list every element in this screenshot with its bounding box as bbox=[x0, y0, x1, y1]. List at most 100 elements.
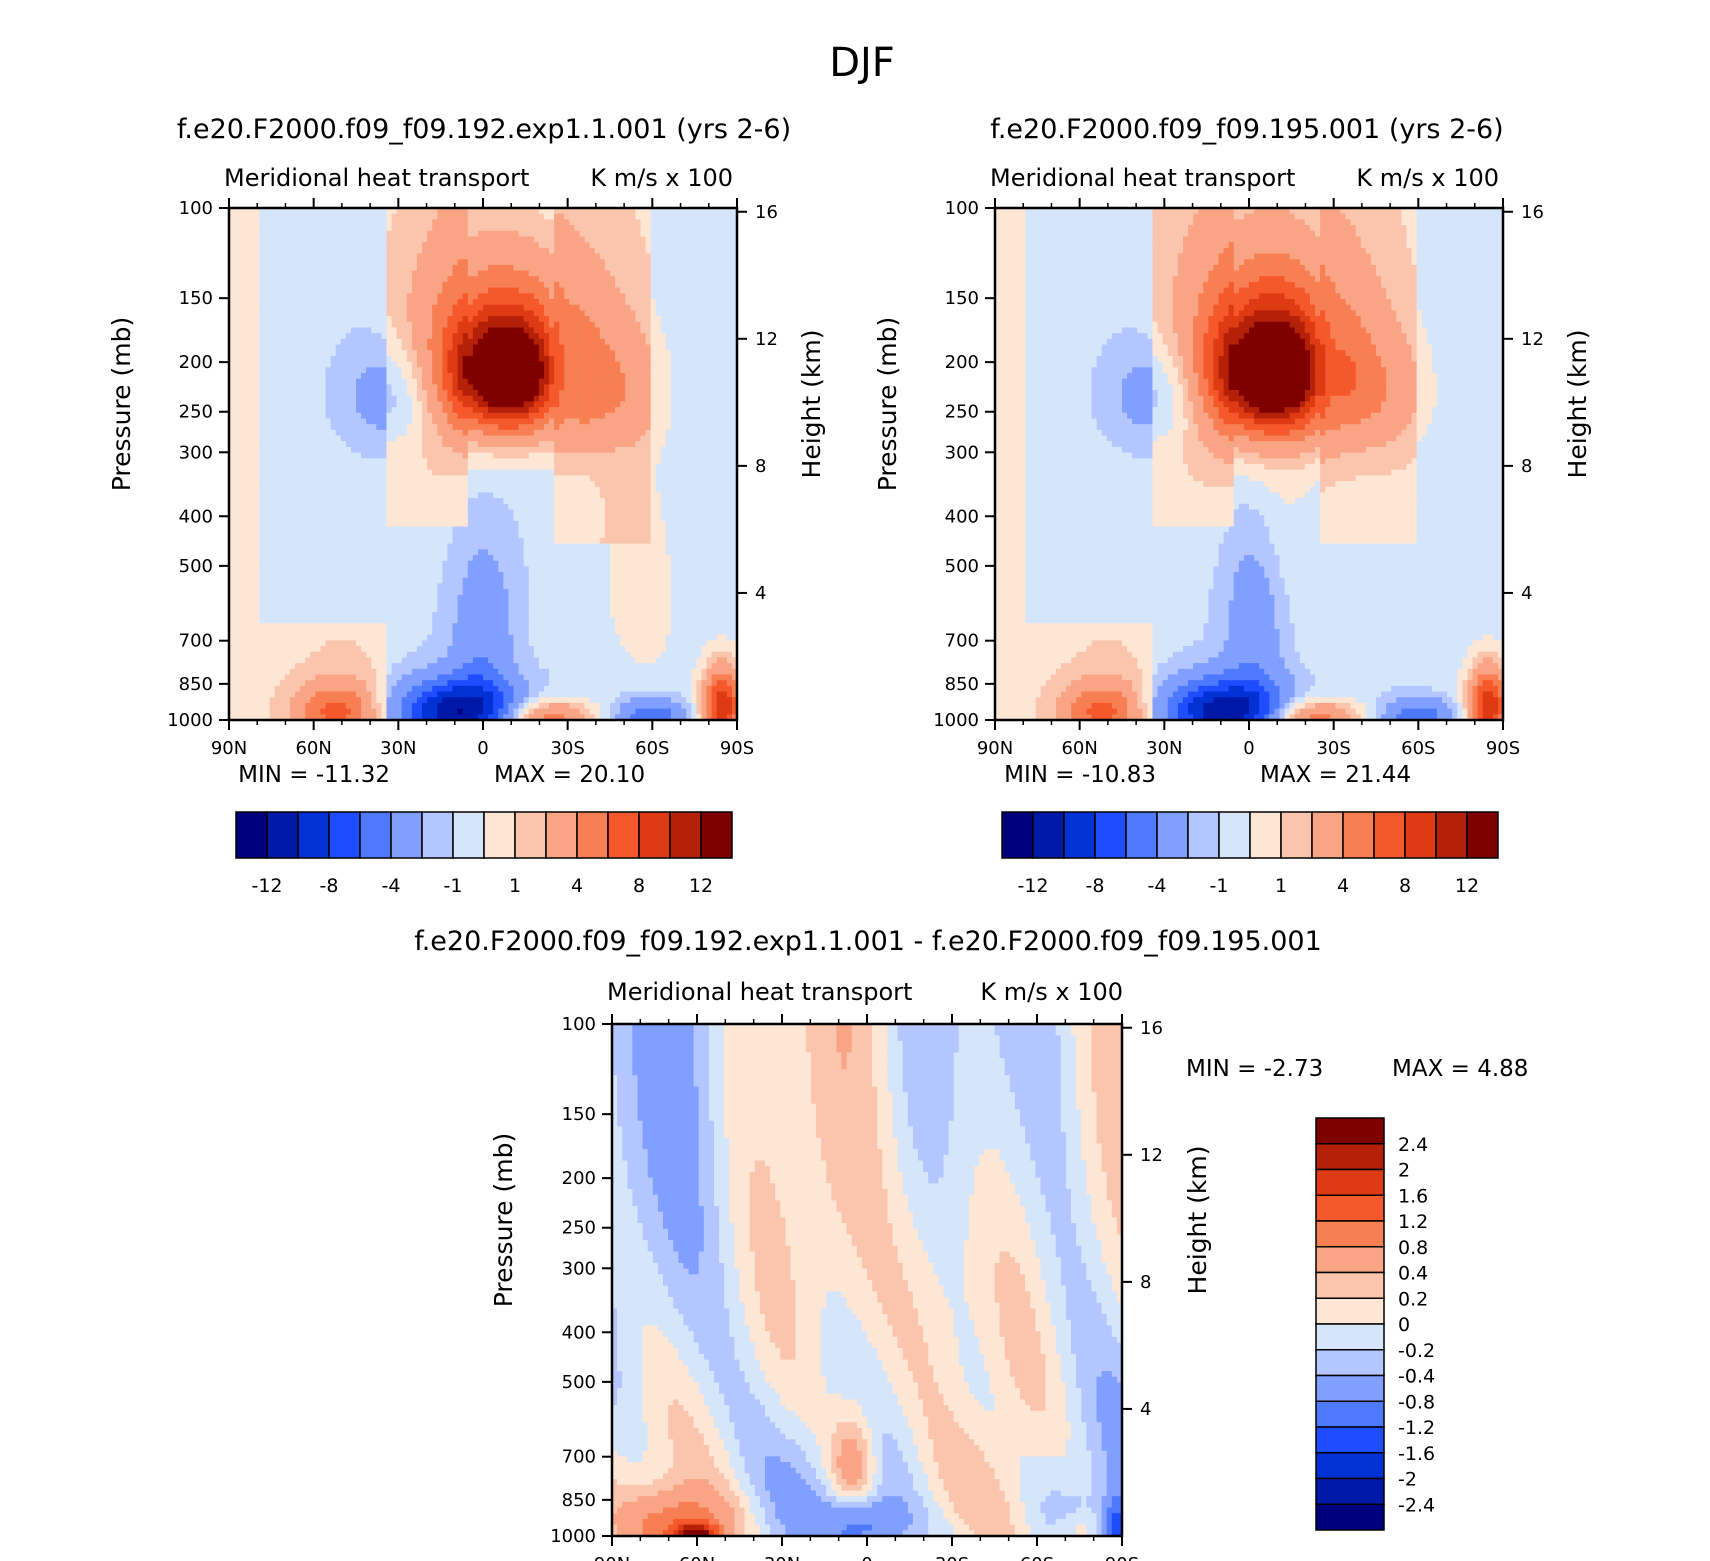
contour-cell bbox=[462, 253, 469, 260]
contour-cell bbox=[640, 441, 647, 448]
contour-cell bbox=[249, 293, 255, 300]
contour-cell bbox=[610, 355, 616, 363]
contour-cell bbox=[244, 424, 250, 431]
contour-cell bbox=[650, 355, 657, 363]
contour-cell bbox=[696, 236, 703, 243]
contour-cell bbox=[457, 395, 464, 403]
contour-cell bbox=[523, 407, 530, 414]
contour-cell bbox=[249, 281, 255, 289]
contour-cell bbox=[310, 287, 316, 294]
contour-cell bbox=[625, 372, 631, 380]
contour-cell bbox=[269, 276, 276, 283]
contour-cell bbox=[676, 259, 682, 266]
contour-cell bbox=[554, 446, 560, 454]
contour-cell bbox=[244, 367, 250, 374]
contour-cell bbox=[579, 469, 586, 476]
contour-cell bbox=[604, 333, 611, 340]
contour-cell bbox=[366, 259, 372, 266]
contour-cell bbox=[660, 316, 667, 323]
contour-cell bbox=[503, 327, 509, 334]
contour-cell bbox=[538, 287, 545, 294]
contour-cell bbox=[665, 281, 672, 289]
contour-cell bbox=[483, 327, 489, 334]
contour-cell bbox=[457, 327, 464, 334]
contour-cell bbox=[610, 384, 616, 391]
contour-cell bbox=[345, 208, 352, 215]
contour-cell bbox=[493, 236, 499, 243]
contour-cell bbox=[503, 247, 509, 255]
contour-cell bbox=[422, 475, 428, 482]
contour-cell bbox=[604, 327, 611, 334]
contour-cell bbox=[493, 367, 499, 374]
contour-cell bbox=[691, 407, 697, 414]
contour-cell bbox=[239, 435, 245, 442]
contour-cell bbox=[660, 355, 667, 363]
contour-cell bbox=[554, 481, 560, 488]
contour-cell bbox=[335, 287, 342, 294]
contour-cell bbox=[381, 264, 388, 272]
contour-cell bbox=[391, 338, 398, 346]
contour-cell bbox=[416, 321, 423, 329]
contour-cell bbox=[503, 253, 509, 260]
contour-cell bbox=[701, 270, 708, 277]
contour-cell bbox=[630, 384, 636, 391]
contour-cell bbox=[376, 452, 382, 459]
contour-cell bbox=[249, 481, 255, 488]
contour-cell bbox=[472, 310, 479, 317]
contour-cell bbox=[264, 344, 271, 351]
contour-cell bbox=[569, 372, 576, 380]
contour-cell bbox=[356, 270, 362, 277]
contour-cell bbox=[249, 407, 255, 414]
contour-cell bbox=[259, 219, 266, 226]
contour-cell bbox=[610, 236, 616, 243]
contour-cell bbox=[289, 270, 296, 277]
contour-cell bbox=[610, 304, 616, 311]
contour-cell bbox=[442, 281, 449, 289]
contour-cell bbox=[579, 378, 586, 385]
contour-cell bbox=[620, 304, 626, 311]
contour-cell bbox=[640, 219, 647, 226]
contour-cell bbox=[467, 236, 474, 243]
contour-cell bbox=[559, 384, 565, 391]
contour-cell bbox=[584, 481, 591, 488]
contour-cell bbox=[239, 299, 245, 306]
contour-cell bbox=[284, 247, 291, 255]
contour-cell bbox=[640, 367, 647, 374]
contour-cell bbox=[660, 321, 667, 329]
contour-cell bbox=[483, 242, 489, 249]
contour-cell bbox=[559, 412, 565, 420]
contour-cell bbox=[406, 418, 413, 425]
contour-cell bbox=[599, 412, 606, 420]
contour-cell bbox=[234, 424, 240, 431]
contour-cell bbox=[706, 333, 713, 340]
contour-cell bbox=[467, 338, 474, 346]
contour-cell bbox=[335, 304, 342, 311]
contour-cell bbox=[574, 281, 581, 289]
contour-cell bbox=[422, 355, 428, 363]
contour-cell bbox=[422, 230, 428, 238]
contour-cell bbox=[615, 264, 621, 272]
contour-cell bbox=[264, 384, 271, 391]
contour-cell bbox=[584, 452, 591, 459]
contour-cell bbox=[721, 361, 728, 368]
contour-cell bbox=[416, 242, 423, 249]
contour-cell bbox=[625, 475, 631, 482]
contour-cell bbox=[549, 429, 555, 437]
contour-cell bbox=[325, 310, 332, 317]
contour-cell bbox=[340, 333, 347, 340]
contour-cell bbox=[635, 333, 642, 340]
contour-cell bbox=[711, 293, 718, 300]
contour-cell bbox=[528, 458, 535, 465]
contour-cell bbox=[284, 264, 291, 272]
contour-cell bbox=[483, 344, 489, 351]
contour-cell bbox=[340, 435, 347, 442]
contour-cell bbox=[706, 418, 713, 425]
contour-cell bbox=[345, 481, 352, 488]
contour-cell bbox=[620, 236, 626, 243]
contour-cell bbox=[615, 219, 621, 226]
contour-cell bbox=[340, 264, 347, 272]
contour-cell bbox=[579, 338, 586, 346]
contour-cell bbox=[488, 230, 494, 238]
contour-cell bbox=[579, 304, 586, 311]
contour-cell bbox=[289, 355, 296, 363]
